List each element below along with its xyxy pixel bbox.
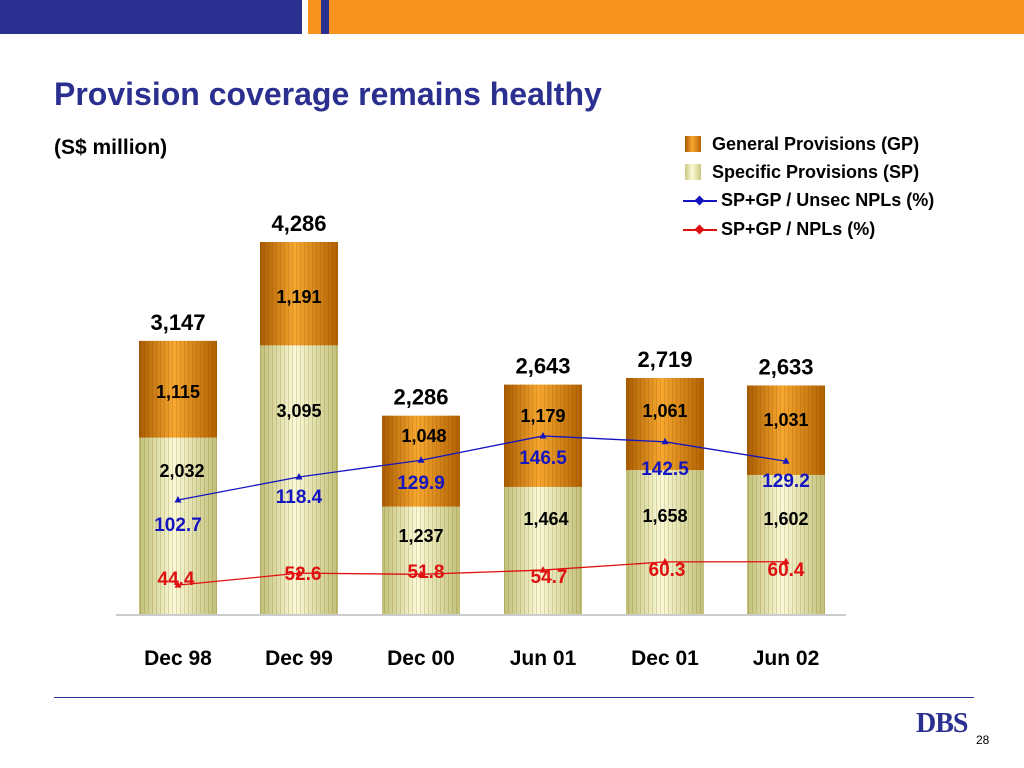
- unsec-line-marker-5: [782, 457, 790, 464]
- page-number: 28: [976, 733, 990, 747]
- chart-legend: General Provisions (GP) Specific Provisi…: [683, 130, 934, 244]
- bar-sp-texture-4: [626, 470, 704, 614]
- gp-value-label-1: 1,191: [276, 287, 321, 307]
- sp-value-label-1: 3,095: [276, 401, 321, 421]
- unsec-line-marker-4: [661, 437, 669, 445]
- npl-value-label-4: 60.3: [649, 560, 686, 581]
- bar-sp-texture-5: [747, 474, 825, 614]
- unsec-line-marker-2: [417, 456, 425, 463]
- unsec-value-label-1: 118.4: [276, 487, 323, 508]
- legend-line-npl-icon: [683, 223, 717, 237]
- bar-gp-texture-1: [260, 242, 338, 346]
- sp-value-label-0: 2,032: [159, 461, 204, 481]
- npl-value-label-2: 51.8: [408, 562, 445, 583]
- sp-value-label-3: 1,464: [523, 509, 568, 529]
- top-bar-navy-stripe: [321, 0, 329, 34]
- legend-swatch-gp: [685, 136, 701, 152]
- bottom-divider: [54, 697, 974, 698]
- top-bar-navy-block: [0, 0, 302, 34]
- npl-line-marker-1: [295, 569, 303, 576]
- npl-line-path: [177, 561, 787, 586]
- npl-line-marker-5: [782, 557, 790, 565]
- bar-sp-texture-3: [504, 486, 582, 614]
- unit-subtitle: (S$ million): [54, 136, 168, 159]
- x-tick-label-5: Jun 02: [753, 647, 820, 670]
- npl-value-label-1: 52.6: [285, 564, 322, 585]
- total-label-5: 2,633: [758, 354, 813, 379]
- unsec-line-marker-3: [539, 431, 547, 439]
- x-tick-label-0: Dec 98: [144, 647, 212, 670]
- npl-line-marker-0: [174, 581, 182, 588]
- top-bar-orange-block: [329, 0, 1024, 34]
- legend-item-sp: Specific Provisions (SP): [683, 158, 934, 186]
- top-bar-orange-stripe: [308, 0, 321, 34]
- gp-value-label-4: 1,061: [642, 401, 687, 421]
- bar-gp-texture-0: [139, 340, 217, 438]
- total-label-4: 2,719: [637, 347, 692, 372]
- bar-gp-texture-4: [626, 378, 704, 471]
- npl-value-label-3: 54.7: [531, 567, 568, 588]
- gp-value-label-2: 1,048: [401, 426, 446, 446]
- legend-swatch-sp: [685, 164, 701, 180]
- total-label-0: 3,147: [150, 310, 205, 335]
- total-label-2: 2,286: [393, 385, 448, 410]
- unsec-value-label-0: 102.7: [154, 515, 202, 536]
- sp-value-label-2: 1,237: [398, 526, 443, 546]
- legend-item-unsec-line: SP+GP / Unsec NPLs (%): [683, 186, 934, 215]
- legend-label-sp: Specific Provisions (SP): [712, 161, 920, 182]
- gp-value-label-3: 1,179: [520, 406, 565, 426]
- sp-value-label-5: 1,602: [763, 509, 808, 529]
- npl-line-marker-4: [661, 557, 669, 565]
- npl-value-label-0: 44.4: [158, 569, 195, 590]
- gp-value-label-5: 1,031: [763, 410, 808, 430]
- npl-value-label-5: 60.4: [768, 560, 805, 581]
- x-tick-label-1: Dec 99: [265, 647, 333, 670]
- x-tick-label-4: Dec 01: [631, 647, 699, 670]
- npl-line-marker-3: [539, 566, 547, 573]
- provision-chart: Dec 98 3,147 Dec 99 4,286 Dec 00 2,286 Jun 01 2…: [116, 211, 846, 670]
- gp-value-label-0: 1,115: [156, 382, 200, 402]
- x-tick-label-2: Dec 00: [387, 647, 455, 670]
- unsec-line-marker-0: [174, 495, 182, 503]
- unsec-value-label-4: 142.5: [641, 459, 689, 480]
- unsec-value-label-2: 129.9: [397, 473, 445, 494]
- legend-item-npl-line: SP+GP / NPLs (%): [683, 215, 934, 244]
- legend-item-gp: General Provisions (GP): [683, 130, 934, 158]
- legend-label-gp: General Provisions (GP): [712, 133, 920, 154]
- dbs-logo: DBS: [916, 708, 968, 739]
- x-tick-label-3: Jun 01: [510, 647, 577, 670]
- unsec-line-path: [177, 435, 787, 501]
- sp-value-label-4: 1,658: [642, 506, 687, 526]
- total-label-1: 4,286: [271, 211, 326, 236]
- legend-label-npl: SP+GP / NPLs (%): [721, 219, 876, 239]
- total-label-3: 2,643: [515, 354, 570, 379]
- legend-line-unsec-icon: [683, 194, 717, 208]
- bar-sp-texture-2: [382, 506, 460, 614]
- unsec-value-label-3: 146.5: [519, 448, 567, 469]
- page-title: Provision coverage remains healthy: [54, 76, 602, 112]
- npl-line-marker-2: [417, 570, 425, 577]
- unsec-line-marker-1: [295, 473, 303, 480]
- unsec-value-label-5: 129.2: [762, 471, 810, 492]
- legend-label-unsec: SP+GP / Unsec NPLs (%): [721, 190, 935, 210]
